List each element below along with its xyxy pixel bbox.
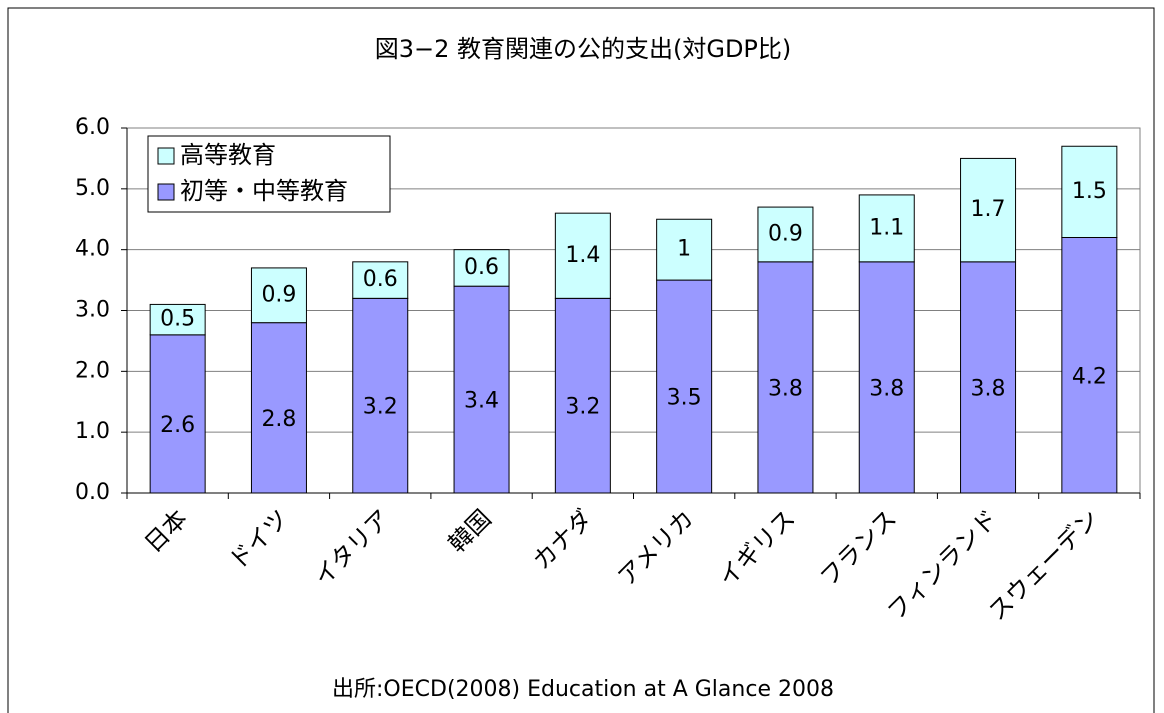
value-label: 2.8 — [261, 407, 296, 432]
value-label: 1 — [677, 237, 691, 262]
value-label: 3.2 — [363, 395, 398, 420]
value-label: 1.4 — [565, 243, 600, 268]
value-label: 0.6 — [464, 255, 499, 280]
bar-segment — [250, 267, 307, 324]
bar-segment — [250, 322, 307, 494]
bar-segment — [453, 249, 510, 287]
bar-segment — [1061, 237, 1118, 494]
bar-segment — [149, 303, 206, 336]
legend-swatch — [157, 147, 175, 165]
bar-segment — [352, 297, 409, 494]
value-label: 2.6 — [160, 413, 195, 438]
y-tick-label: 1.0 — [75, 419, 110, 444]
value-label: 3.8 — [768, 376, 803, 401]
value-label: 3.5 — [667, 386, 702, 411]
bar-segment — [858, 194, 915, 263]
bar-segment — [554, 212, 611, 299]
legend-label: 初等・中等教育 — [180, 177, 348, 205]
value-label: 1.1 — [869, 215, 904, 240]
y-tick-label: 4.0 — [75, 237, 110, 262]
bar-segment — [858, 261, 915, 494]
value-label: 3.4 — [464, 389, 499, 414]
y-tick-label: 2.0 — [75, 358, 110, 383]
value-label: 0.5 — [160, 307, 195, 332]
bar-segment — [1061, 145, 1118, 238]
bar-segment — [453, 285, 510, 494]
value-label: 0.9 — [768, 221, 803, 246]
bar-segment — [757, 261, 814, 494]
value-label: 0.6 — [363, 267, 398, 292]
bar-segment — [352, 261, 409, 299]
bar-segment — [656, 218, 713, 281]
y-tick-label: 5.0 — [75, 176, 110, 201]
legend — [147, 135, 391, 213]
value-label: 3.2 — [565, 395, 600, 420]
value-label: 3.8 — [869, 376, 904, 401]
value-label: 0.9 — [261, 282, 296, 307]
source: 出所:OECD(2008) Education at A Glance 2008 — [332, 677, 834, 702]
chart-title: 図3−2 教育関連の公的支出(対GDP比) — [375, 35, 792, 63]
y-tick-label: 3.0 — [75, 298, 110, 323]
value-label: 3.8 — [971, 376, 1006, 401]
y-tick-label: 6.0 — [75, 115, 110, 140]
y-tick-label: 0.0 — [75, 480, 110, 505]
bar-segment — [554, 297, 611, 494]
bar-segment — [960, 157, 1017, 263]
bar-segment — [149, 334, 206, 494]
legend-swatch — [157, 183, 175, 201]
bar-segment — [757, 206, 814, 263]
bar-segment — [656, 279, 713, 494]
value-label: 1.7 — [971, 197, 1006, 222]
value-label: 1.5 — [1072, 179, 1107, 204]
legend-label: 高等教育 — [180, 141, 276, 169]
value-label: 4.2 — [1072, 364, 1107, 389]
